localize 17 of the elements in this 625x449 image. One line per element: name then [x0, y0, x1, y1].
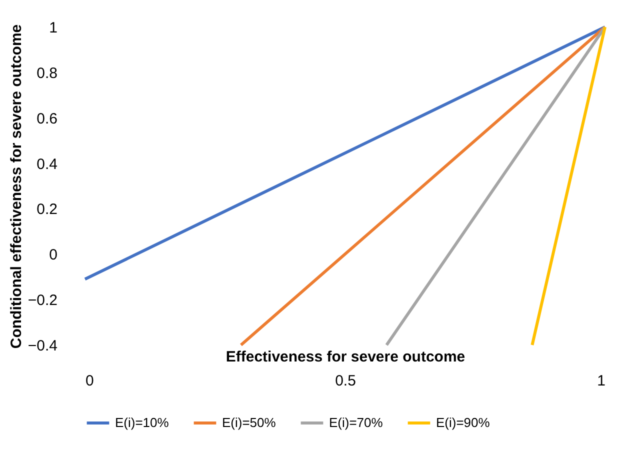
y-tick-label: −0.4	[28, 338, 58, 354]
y-tick-label: 0.6	[36, 110, 58, 128]
legend-label: E(i)=70%	[329, 415, 384, 430]
legend-label: E(i)=10%	[115, 415, 170, 430]
y-tick-label: 0	[49, 246, 58, 264]
x-axis-title: Effectiveness for severe outcome	[226, 348, 466, 366]
x-tick-label: 0.5	[335, 372, 356, 390]
legend-label: E(i)=50%	[222, 415, 276, 430]
y-tick-label: 0.8	[36, 64, 58, 82]
x-tick-label: 1	[597, 372, 606, 390]
y-tick-label: 0.4	[36, 156, 58, 173]
legend-label: E(i)=90%	[436, 415, 490, 430]
y-tick-label: 0.2	[36, 201, 58, 218]
y-tick-label: −0.2	[28, 292, 58, 310]
x-tick-label: 0	[86, 372, 94, 390]
y-axis-title: Conditional effectiveness for severe outcome	[8, 24, 25, 349]
y-tick-label: 1	[49, 20, 58, 36]
